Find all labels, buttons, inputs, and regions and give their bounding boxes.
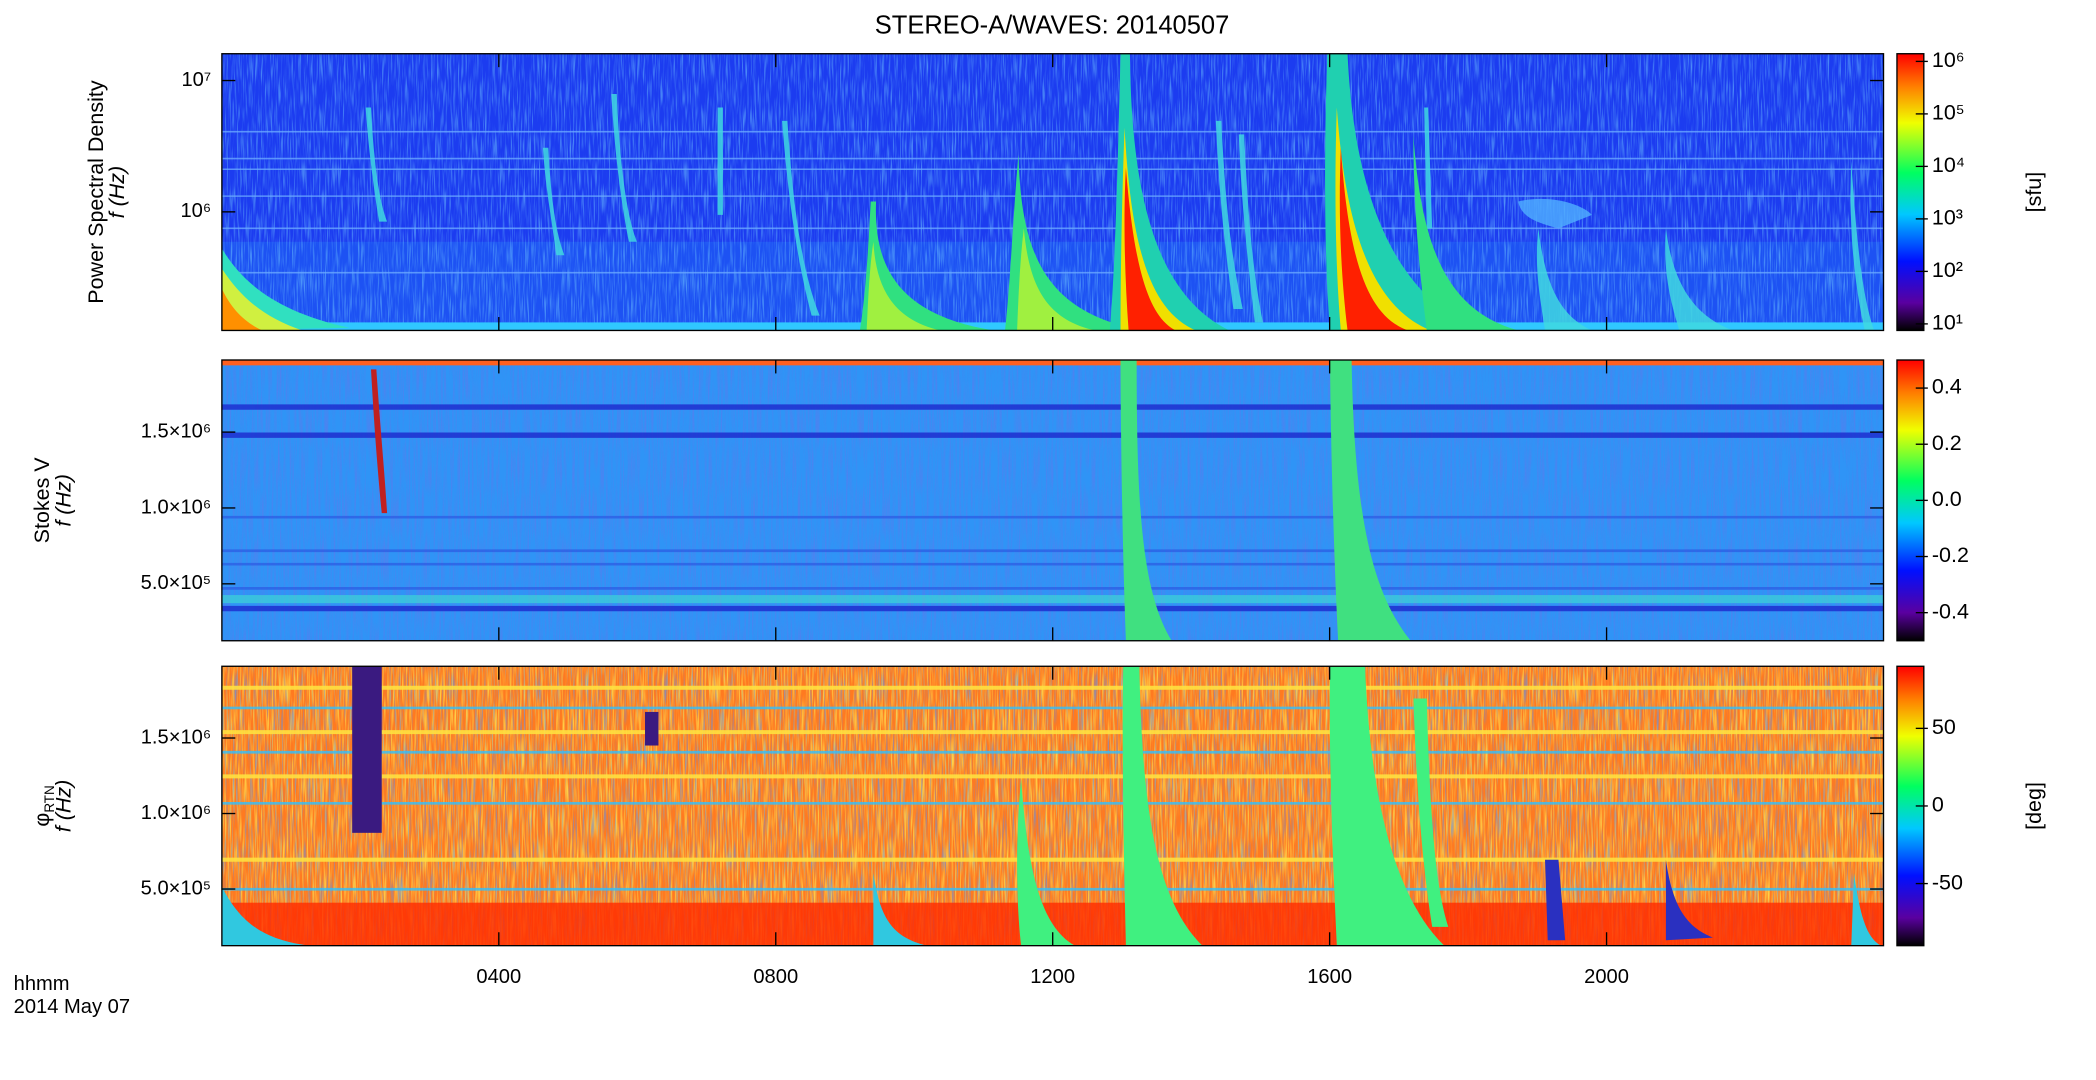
y-tick-label: 5.0×10⁵ [141,877,211,899]
spectrogram-image [221,666,1884,946]
colorbar-tick-label: -50 [1932,870,1963,894]
colorbar-tick-label: 10³ [1932,206,1963,230]
y-axis-label: φRTN [30,785,57,826]
colorbar [1896,53,1924,331]
date-label: 2014 May 07 [14,996,130,1018]
x-tick-label: 0800 [753,966,798,988]
x-tick-label: 1600 [1307,966,1352,988]
spectrogram-image [221,53,1884,331]
y-axis-label: Power Spectral Density [84,80,108,304]
y-axis-label-sub: RTN [42,785,57,812]
colorbar-tick-label: 0.0 [1932,487,1962,511]
colorbar-tick-label: 10⁵ [1932,101,1965,125]
x-tick-label: 0400 [476,966,521,988]
colorbar-tick-label: 10⁴ [1932,153,1965,177]
x-axis-label: hhmm [14,973,70,995]
colorbar-tick-label: 10⁶ [1932,48,1965,72]
y-axis-label: f (Hz) [51,780,75,833]
colorbar-tick-label: 0.2 [1932,431,1962,455]
chart-title: STEREO-A/WAVES: 20140507 [875,12,1230,40]
y-axis-label: f (Hz) [51,474,75,527]
y-tick-label: 1.5×10⁶ [141,726,211,748]
colorbar-tick-label: 0 [1932,793,1944,817]
colorbar-label: [sfu] [2022,172,2046,213]
y-axis-label-main: Stokes V [30,457,54,544]
colorbar-tick-label: -0.2 [1932,543,1969,567]
x-tick-label: 2000 [1584,966,1629,988]
y-axis-label: f (Hz) [105,166,129,219]
y-tick-label: 1.5×10⁶ [141,420,211,442]
x-tick-label: 1200 [1030,966,1075,988]
y-tick-label: 10⁷ [181,69,211,91]
y-tick-label: 1.0×10⁶ [141,496,211,518]
y-axis-label: Stokes V [30,457,54,544]
y-axis-label-main: φ [30,813,54,827]
colorbar-tick-label: -0.4 [1932,599,1969,623]
colorbar-label: [deg] [2022,782,2046,830]
colorbar-tick-label: 50 [1932,715,1956,739]
colorbar-tick-label: 0.4 [1932,375,1962,399]
spectrogram-image [221,360,1884,641]
colorbar-tick-label: 10² [1932,258,1963,282]
y-tick-label: 10⁶ [180,200,211,222]
colorbar-tick-label: 10¹ [1932,311,1963,335]
y-tick-label: 1.0×10⁶ [141,802,211,824]
y-tick-label: 5.0×10⁵ [141,572,211,594]
colorbar-frame [1896,53,1925,332]
y-axis-label-main: Power Spectral Density [84,80,108,304]
